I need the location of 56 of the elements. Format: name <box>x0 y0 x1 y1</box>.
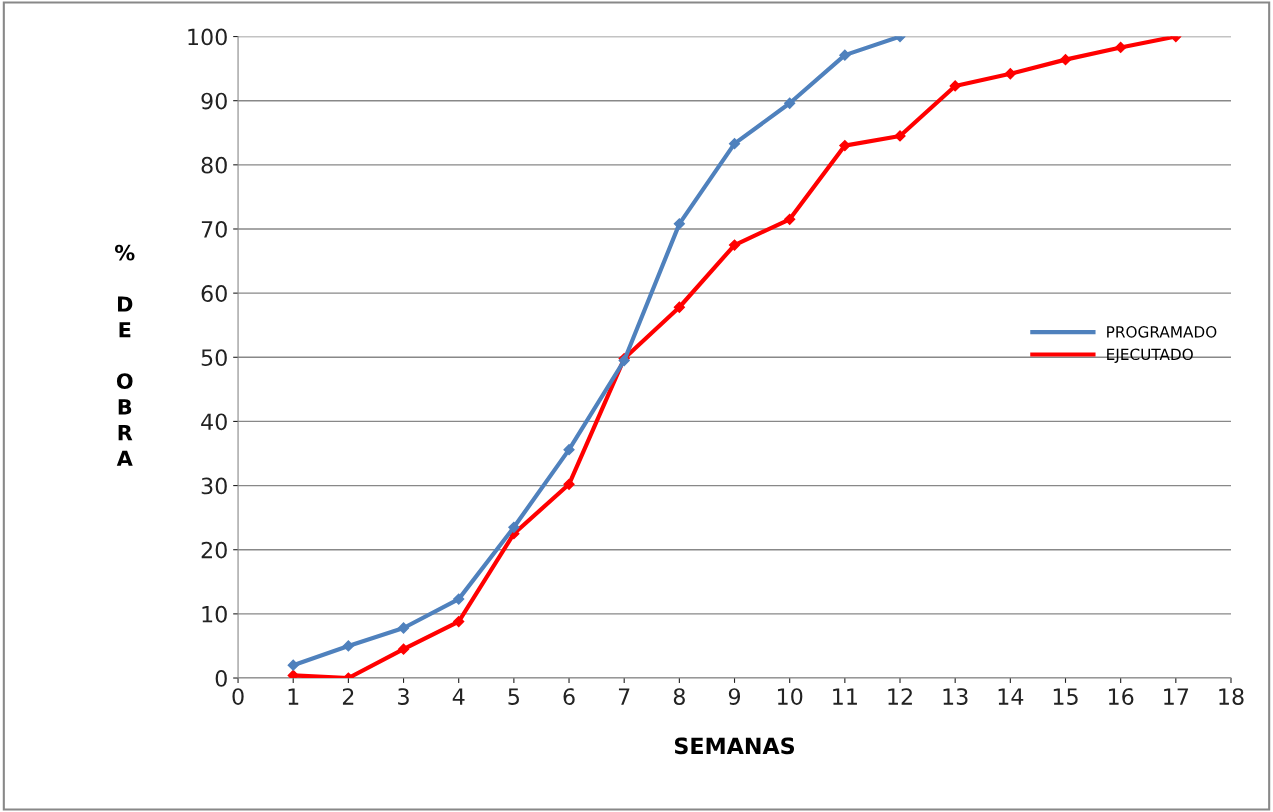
point <box>397 643 410 655</box>
x-tick-label: 0 <box>232 688 244 705</box>
x-tick-label: 18 <box>1219 688 1244 705</box>
point <box>784 97 796 109</box>
y-tick-label: 30 <box>201 477 227 495</box>
x-tick-label: 14 <box>998 688 1024 705</box>
x-tick-label: 17 <box>1164 688 1189 705</box>
text: % DE OBRA <box>114 244 135 466</box>
x-tick-label: 11 <box>833 688 857 705</box>
x-tick-label: 13 <box>943 688 968 705</box>
legend-label: EJECUTADO <box>1107 348 1193 363</box>
x-tick-label: 1 <box>288 688 299 705</box>
y-tick-label: 100 <box>188 28 227 46</box>
y-tick-label: 80 <box>201 156 227 174</box>
x-tick-label: 2 <box>342 688 354 705</box>
y-tick-label: 40 <box>201 413 227 431</box>
y-tick-label: 70 <box>201 220 227 238</box>
point <box>453 593 465 605</box>
point <box>728 138 741 150</box>
x-tick-label: 6 <box>563 688 575 705</box>
point <box>839 49 851 61</box>
point <box>673 218 685 230</box>
x-tick-label: 10 <box>777 688 803 705</box>
x-tick-label: 9 <box>728 688 741 705</box>
point <box>397 622 410 634</box>
point <box>1115 41 1127 54</box>
point <box>453 615 465 628</box>
y-tick-label: 90 <box>201 92 227 110</box>
y-tick-label: 60 <box>201 285 227 302</box>
point <box>563 478 575 490</box>
x-tick-label: 12 <box>888 688 912 705</box>
point <box>673 301 685 313</box>
point <box>342 640 354 652</box>
point <box>287 669 299 679</box>
point <box>508 521 520 533</box>
point <box>839 139 851 152</box>
point <box>728 239 741 251</box>
point <box>287 659 299 671</box>
x-tick-label: 4 <box>452 688 465 705</box>
point <box>949 80 961 92</box>
legend-label: PROGRAMADO <box>1107 326 1217 338</box>
point <box>1004 68 1016 80</box>
x-axis-title: SEMANAS <box>674 737 795 755</box>
x-tick-label: 3 <box>398 688 409 705</box>
y-tick-label: 10 <box>202 605 227 623</box>
point <box>563 444 575 456</box>
point <box>784 213 796 225</box>
x-tick-label: 8 <box>673 688 685 705</box>
point <box>1059 54 1072 66</box>
y-tick-label: 50 <box>201 349 227 367</box>
y-tick-label: 0 <box>215 669 227 687</box>
x-tick-label: 16 <box>1108 688 1134 705</box>
y-tick-label: 20 <box>201 541 227 559</box>
x-tick-label: 15 <box>1053 688 1078 705</box>
x-tick-label: 7 <box>618 688 630 705</box>
x-tick-label: 5 <box>508 688 519 705</box>
